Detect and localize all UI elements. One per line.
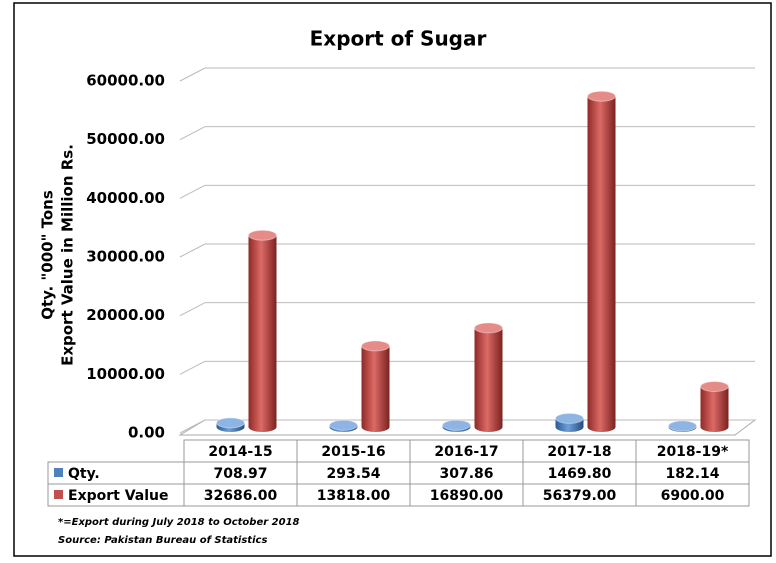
source-note: Source: Pakistan Bureau of Statistics <box>58 535 267 546</box>
cylinder-top <box>668 420 697 432</box>
cylinder-top <box>248 229 277 241</box>
y-axis-title-line: Qty. "000" Tons <box>39 190 57 320</box>
y-axis-title-line: Export Value in Million Rs. <box>59 144 77 366</box>
x-tick-label: 2017-18 <box>547 444 611 460</box>
y-tick-label: 40000.00 <box>86 189 165 207</box>
cylinder <box>361 345 390 432</box>
legend-swatch <box>54 490 63 499</box>
cylinder <box>587 96 616 433</box>
cylinder-top <box>587 90 616 102</box>
cylinder-top <box>700 381 729 393</box>
table-value: 6900.00 <box>661 488 725 504</box>
legend-label: Qty. <box>68 466 100 482</box>
y-tick-label: 30000.00 <box>86 248 165 266</box>
cylinder-top <box>555 412 584 424</box>
table-value: 16890.00 <box>430 488 504 504</box>
cylinder-top <box>329 419 358 431</box>
cylinder-top <box>474 322 503 334</box>
grid-line-side <box>179 360 206 375</box>
grid-line-side <box>179 184 206 199</box>
grid-line-side <box>179 243 206 258</box>
y-tick-label: 60000.00 <box>86 72 165 90</box>
table-value: 32686.00 <box>204 488 278 504</box>
y-tick-label: 50000.00 <box>86 130 165 148</box>
cylinder <box>248 235 277 432</box>
y-tick-label: 20000.00 <box>86 306 165 324</box>
x-tick-label: 2018-19* <box>657 444 729 460</box>
legend-swatch <box>54 468 63 477</box>
grid-line-side <box>179 302 206 317</box>
footnote: *=Export during July 2018 to October 201… <box>58 517 300 528</box>
table-value: 56379.00 <box>543 488 617 504</box>
table-value: 13818.00 <box>317 488 391 504</box>
y-tick-label: 10000.00 <box>86 365 165 383</box>
table-value: 1469.80 <box>548 466 612 482</box>
x-tick-label: 2014-15 <box>208 444 272 460</box>
x-tick-label: 2015-16 <box>321 444 385 460</box>
legend-label: Export Value <box>68 488 168 504</box>
grid-line-side <box>179 419 206 434</box>
cylinder <box>700 386 729 432</box>
y-tick-label: 0.00 <box>128 424 165 442</box>
grid-line-side <box>179 67 206 82</box>
frame <box>13 2 772 557</box>
table-value: 293.54 <box>326 466 380 482</box>
cylinder-top <box>216 417 245 429</box>
table-value: 307.86 <box>439 466 493 482</box>
table-value: 708.97 <box>213 466 267 482</box>
grid-line-side <box>179 126 206 141</box>
y-axis-title: Qty. "000" Tons Export Value in Million … <box>39 144 77 366</box>
x-tick-label: 2016-17 <box>434 444 498 460</box>
chart-title: Export of Sugar <box>310 27 487 51</box>
cylinder <box>474 327 503 432</box>
cylinder-top <box>361 340 390 352</box>
table-value: 182.14 <box>665 466 719 482</box>
cylinder-top <box>442 419 471 431</box>
